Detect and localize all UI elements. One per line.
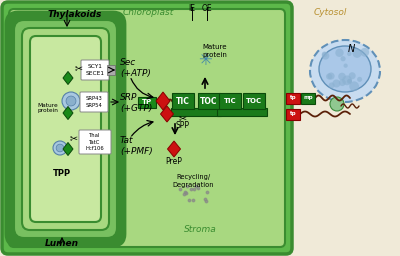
Circle shape <box>340 56 346 61</box>
Circle shape <box>332 79 340 88</box>
Circle shape <box>335 49 344 57</box>
Circle shape <box>339 79 346 86</box>
Text: Cytosol: Cytosol <box>313 8 347 17</box>
Text: tp: tp <box>290 95 296 101</box>
Text: ThaI: ThaI <box>89 133 101 138</box>
Text: TIC: TIC <box>224 98 236 104</box>
Circle shape <box>56 144 64 152</box>
Text: TPP: TPP <box>53 169 71 178</box>
FancyBboxPatch shape <box>286 109 300 120</box>
FancyBboxPatch shape <box>9 9 285 247</box>
Circle shape <box>322 51 327 57</box>
Circle shape <box>66 96 76 106</box>
FancyBboxPatch shape <box>30 36 101 222</box>
Polygon shape <box>160 106 174 122</box>
Text: Mature
protein: Mature protein <box>38 103 58 113</box>
FancyBboxPatch shape <box>2 2 292 254</box>
Text: IE: IE <box>188 4 196 13</box>
Ellipse shape <box>310 40 380 102</box>
Text: Thylakoids: Thylakoids <box>48 10 102 19</box>
Text: OE: OE <box>202 4 212 13</box>
Text: SRP54: SRP54 <box>86 103 102 108</box>
FancyBboxPatch shape <box>107 65 115 75</box>
Circle shape <box>349 81 359 91</box>
Circle shape <box>338 73 346 80</box>
FancyBboxPatch shape <box>219 93 241 109</box>
Circle shape <box>347 51 352 56</box>
Text: TOC: TOC <box>200 97 218 105</box>
FancyBboxPatch shape <box>6 12 125 246</box>
Circle shape <box>352 48 362 58</box>
Text: Recycling/
Degradation: Recycling/ Degradation <box>172 174 214 188</box>
FancyBboxPatch shape <box>14 20 117 238</box>
Circle shape <box>357 77 362 82</box>
Ellipse shape <box>319 46 371 92</box>
Circle shape <box>360 48 369 57</box>
Polygon shape <box>156 92 170 110</box>
Polygon shape <box>63 106 73 120</box>
Text: ✂: ✂ <box>75 63 83 73</box>
Polygon shape <box>63 71 73 84</box>
Text: PreP: PreP <box>166 156 182 165</box>
Text: Stroma: Stroma <box>184 225 216 234</box>
FancyBboxPatch shape <box>80 92 108 112</box>
Text: Mature
protein: Mature protein <box>202 44 228 58</box>
Circle shape <box>342 76 352 85</box>
FancyBboxPatch shape <box>217 108 267 116</box>
Text: SCY1: SCY1 <box>88 64 102 69</box>
Text: SPP: SPP <box>176 122 190 131</box>
Text: TP: TP <box>142 99 152 105</box>
FancyBboxPatch shape <box>198 93 220 109</box>
Text: SECE1: SECE1 <box>86 71 104 76</box>
FancyBboxPatch shape <box>286 92 300 103</box>
Circle shape <box>348 79 352 83</box>
FancyBboxPatch shape <box>243 93 265 109</box>
Circle shape <box>322 52 329 60</box>
Text: ✳: ✳ <box>198 51 212 69</box>
FancyBboxPatch shape <box>171 108 221 116</box>
Text: ✂: ✂ <box>179 113 187 123</box>
Circle shape <box>326 73 332 80</box>
Text: N: N <box>347 44 355 54</box>
FancyBboxPatch shape <box>138 97 156 108</box>
Text: TatC: TatC <box>89 140 101 144</box>
Circle shape <box>348 72 356 79</box>
Text: Tat
(+PMF): Tat (+PMF) <box>120 136 153 156</box>
Polygon shape <box>168 141 180 157</box>
Text: TIC: TIC <box>176 97 190 105</box>
Text: mp: mp <box>303 95 313 101</box>
Circle shape <box>330 97 344 111</box>
Circle shape <box>347 79 352 84</box>
Text: Hcf106: Hcf106 <box>86 146 104 151</box>
FancyBboxPatch shape <box>301 92 315 103</box>
Text: Chloroplast: Chloroplast <box>122 8 174 17</box>
Text: SRP
(+GTP): SRP (+GTP) <box>120 93 152 113</box>
Circle shape <box>53 141 67 155</box>
Circle shape <box>329 82 334 88</box>
FancyBboxPatch shape <box>22 28 109 230</box>
Circle shape <box>62 92 80 110</box>
Text: Sec
(+ATP): Sec (+ATP) <box>120 58 151 78</box>
Text: ✂: ✂ <box>70 133 78 143</box>
Circle shape <box>328 72 335 80</box>
Text: tp: tp <box>290 112 296 116</box>
Text: SRP43: SRP43 <box>86 96 102 101</box>
Circle shape <box>344 63 348 68</box>
Polygon shape <box>63 143 73 155</box>
FancyBboxPatch shape <box>79 130 111 154</box>
Text: Lumen: Lumen <box>45 239 79 248</box>
FancyBboxPatch shape <box>81 60 109 80</box>
FancyBboxPatch shape <box>172 93 194 109</box>
Text: TOC: TOC <box>246 98 262 104</box>
